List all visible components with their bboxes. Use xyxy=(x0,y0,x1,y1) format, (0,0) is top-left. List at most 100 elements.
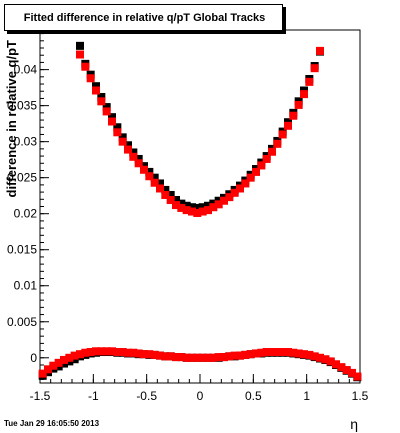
data-point-series-3 xyxy=(316,353,324,362)
data-point-series-3 xyxy=(198,353,207,362)
data-point-series-1 xyxy=(182,206,191,215)
data-point-series-3 xyxy=(102,347,111,356)
data-point-series-1 xyxy=(150,178,159,187)
data-point-series-1 xyxy=(140,165,148,174)
data-point-series-3 xyxy=(65,353,74,362)
data-point-series-0 xyxy=(108,113,116,122)
data-point-series-1 xyxy=(273,139,282,148)
data-point-series-3 xyxy=(326,357,335,366)
data-point-series-1 xyxy=(278,130,287,139)
data-point-series-1 xyxy=(220,196,228,205)
x-axis: -1.5 -1 -0.5 0 0.5 1 1.5 xyxy=(30,374,369,403)
data-point-series-1 xyxy=(113,128,122,137)
data-point-series-3 xyxy=(166,352,175,361)
data-point-series-3 xyxy=(86,348,95,357)
x-tick-label: -0.5 xyxy=(136,389,157,403)
data-point-series-0 xyxy=(204,201,212,210)
data-point-series-0 xyxy=(76,41,84,50)
data-point-series-1 xyxy=(118,137,127,146)
data-point-series-1 xyxy=(316,46,324,55)
data-point-series-1 xyxy=(209,203,218,212)
data-point-series-1 xyxy=(124,145,132,154)
data-point-series-3 xyxy=(294,349,303,358)
data-point-series-3 xyxy=(342,366,351,375)
y-tick-label: 0.04 xyxy=(14,63,38,77)
data-point-series-3 xyxy=(188,353,196,362)
data-point-series-0 xyxy=(156,179,164,188)
data-point-series-3 xyxy=(76,350,84,359)
data-point-series-3 xyxy=(220,353,228,362)
data-point-series-1 xyxy=(97,97,106,106)
data-point-series-1 xyxy=(310,64,319,73)
data-point-series-0 xyxy=(182,201,191,210)
y-tick-label: 0 xyxy=(30,351,37,365)
data-point-series-0 xyxy=(124,141,132,150)
x-tick-label: -1 xyxy=(88,389,99,403)
data-point-series-1 xyxy=(86,74,95,83)
data-point-series-3 xyxy=(177,353,186,362)
data-point-series-1 xyxy=(193,208,202,217)
data-point-series-3 xyxy=(156,351,164,360)
y-tick-label: 0.01 xyxy=(14,279,38,293)
data-point-series-3 xyxy=(140,350,148,359)
data-point-series-0 xyxy=(198,203,207,212)
data-point-series-1 xyxy=(300,90,308,99)
data-point-series-1 xyxy=(76,50,84,59)
data-point-series-1 xyxy=(262,154,271,163)
data-point-series-3 xyxy=(337,363,346,372)
data-point-series-1 xyxy=(284,121,292,130)
data-point-series-1 xyxy=(241,179,250,188)
data-point-series-1 xyxy=(294,100,303,109)
data-point-series-1 xyxy=(204,206,212,215)
data-point-series-1 xyxy=(225,193,234,202)
data-point-series-3 xyxy=(214,353,223,362)
y-axis-title: difference in relative q/pT xyxy=(4,40,19,198)
x-axis-title: η xyxy=(350,416,358,432)
data-point-series-3 xyxy=(193,353,202,362)
data-point-series-0 xyxy=(134,154,143,163)
datestamp: Tue Jan 29 16:05:50 2013 xyxy=(4,419,100,428)
data-point-series-3 xyxy=(38,369,47,378)
data-point-series-3 xyxy=(60,355,68,364)
data-point-series-3 xyxy=(268,348,276,357)
y-tick-label: 0.015 xyxy=(7,243,37,257)
data-point-series-3 xyxy=(161,352,170,361)
data-markers xyxy=(38,41,362,382)
x-tick-label: 1.5 xyxy=(352,389,369,403)
data-point-series-3 xyxy=(145,350,154,359)
data-point-series-3 xyxy=(262,348,271,357)
chart-title: Fitted difference in relative q/pT Globa… xyxy=(23,12,266,24)
data-point-series-3 xyxy=(81,348,90,357)
data-point-series-3 xyxy=(129,348,138,357)
data-point-series-1 xyxy=(230,188,239,197)
data-point-series-3 xyxy=(310,352,319,361)
data-point-series-1 xyxy=(188,207,196,216)
data-point-series-1 xyxy=(81,62,90,71)
data-point-series-0 xyxy=(113,123,122,132)
data-point-series-3 xyxy=(209,353,218,362)
data-point-series-1 xyxy=(198,207,207,216)
data-point-series-3 xyxy=(230,351,239,360)
y-tick-label: 0.005 xyxy=(7,315,37,329)
data-point-series-1 xyxy=(172,201,180,210)
data-point-series-0 xyxy=(102,103,111,112)
data-point-series-3 xyxy=(150,350,159,359)
data-point-series-1 xyxy=(108,117,116,126)
data-point-series-0 xyxy=(177,199,186,208)
data-point-series-1 xyxy=(166,196,175,205)
data-point-series-0 xyxy=(150,173,159,182)
data-point-series-3 xyxy=(236,351,244,360)
data-point-series-1 xyxy=(214,200,223,209)
data-point-series-1 xyxy=(102,107,111,116)
data-point-series-0 xyxy=(188,203,196,212)
data-point-series-0 xyxy=(97,93,106,101)
data-point-series-3 xyxy=(182,353,191,362)
x-tick-label: 0 xyxy=(197,389,204,403)
data-point-series-0 xyxy=(129,148,138,157)
data-point-series-3 xyxy=(70,351,79,360)
data-point-series-3 xyxy=(321,355,330,364)
data-point-series-1 xyxy=(268,147,276,156)
data-point-series-3 xyxy=(246,350,255,359)
data-point-series-3 xyxy=(108,347,116,356)
